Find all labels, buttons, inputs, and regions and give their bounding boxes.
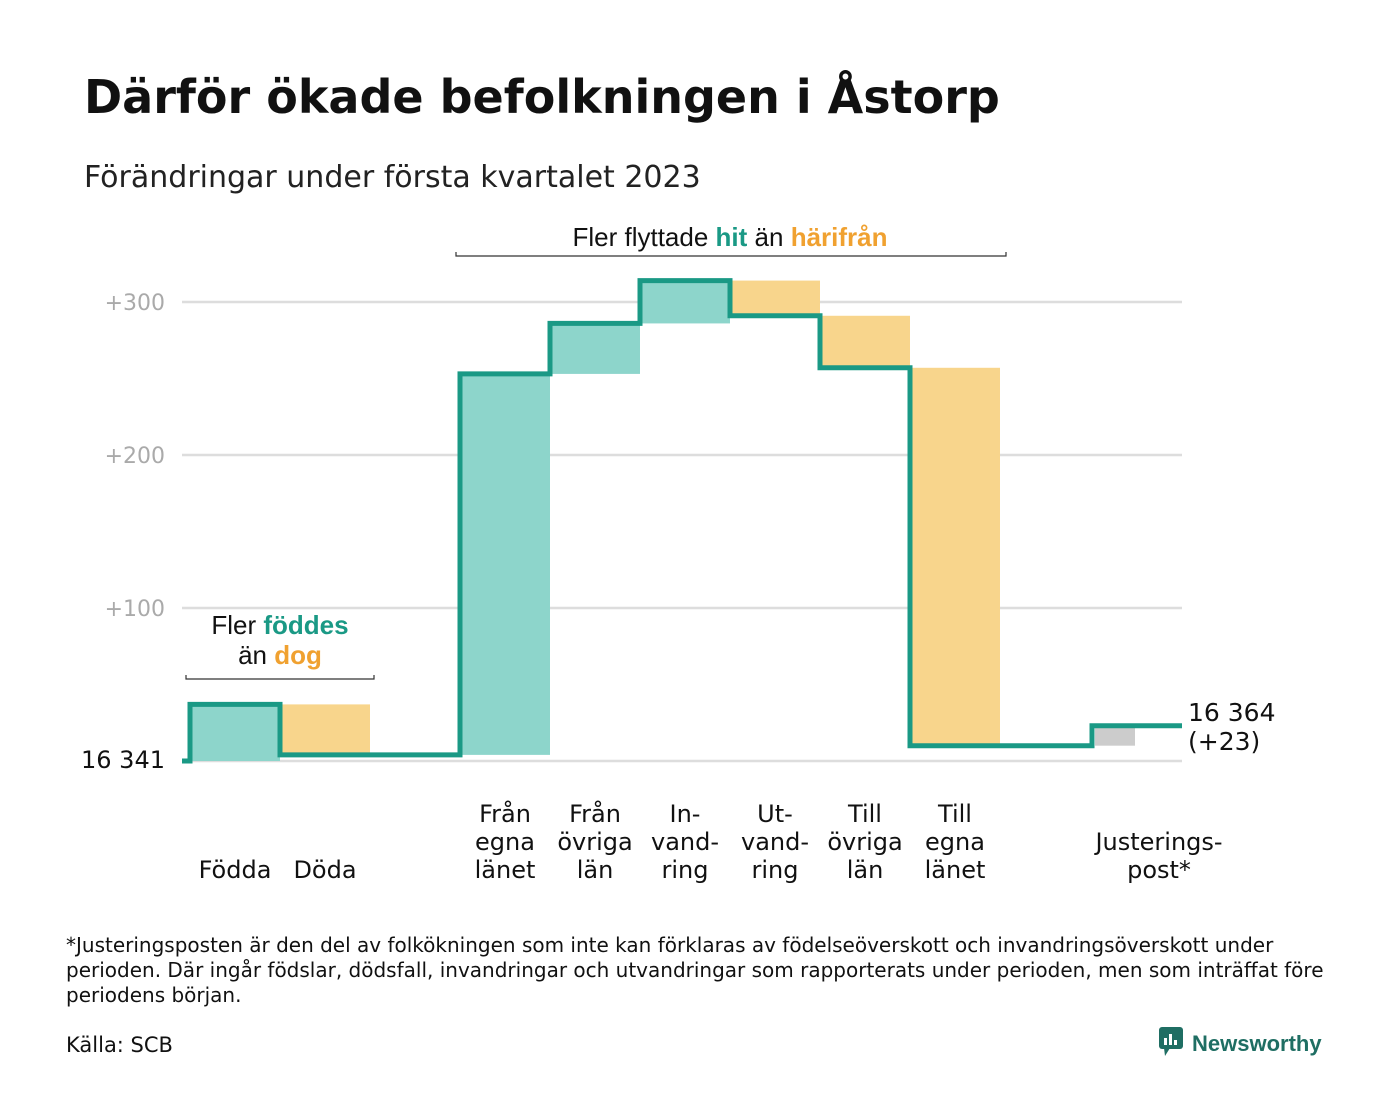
bar-till-övriga-län [820, 315, 910, 368]
annotation-births-line2: än dog [238, 640, 322, 670]
footnote: *Justeringsposten är den del av folkökni… [66, 933, 1324, 1007]
y-tick-label: +100 [105, 597, 165, 622]
category-label: Till [847, 800, 882, 828]
category-label: Från [479, 799, 531, 828]
bar-döda [280, 704, 370, 755]
annotation-migration: Fler flyttade hit än härifrån [572, 222, 887, 252]
bar-justerings-post- [1095, 725, 1135, 746]
category-label: län [577, 856, 614, 884]
category-label: länet [475, 856, 536, 884]
category-label: vand- [741, 828, 809, 856]
bar-till-egna-länet [910, 367, 1000, 746]
annotation-births-bracket [185, 675, 375, 680]
annotation-migration-bracket [455, 252, 1007, 257]
category-label: övriga [557, 828, 632, 856]
category-label: länet [925, 856, 986, 884]
bar-ut-vandring [730, 280, 820, 316]
y-tick-label: +300 [105, 291, 165, 316]
category-label: vand- [651, 828, 719, 856]
source-note: Källa: SCB [66, 1033, 173, 1057]
category-label: Födda [199, 856, 272, 884]
category-label: egna [925, 828, 985, 856]
bar-födda [190, 704, 280, 761]
brand-name: Newsworthy [1192, 1031, 1322, 1056]
bar-från-övriga-län [550, 323, 640, 374]
category-label: Från [569, 799, 621, 828]
category-label: Döda [293, 856, 356, 884]
cumulative-step-line [182, 278, 1182, 764]
category-label: In- [670, 800, 701, 828]
category-label: post* [1127, 856, 1191, 884]
end-value-label: 16 364 [1188, 698, 1275, 727]
bar-från-egna-länet [460, 373, 550, 755]
end-change-label: (+23) [1188, 727, 1260, 756]
category-label: Till [937, 800, 972, 828]
chart-title: Därför ökade befolkningen i Åstorp [84, 70, 1000, 124]
brand-logo: Newsworthy [1158, 1026, 1322, 1062]
category-label: Justerings- [1093, 828, 1222, 856]
category-label: ring [752, 856, 799, 884]
chart-subtitle: Förändringar under första kvartalet 2023 [84, 160, 701, 195]
y-tick-label: +200 [105, 444, 165, 469]
category-label: ring [662, 856, 709, 884]
category-label: Ut- [757, 800, 793, 828]
start-value-label: 16 341 [81, 746, 165, 774]
category-label: egna [475, 828, 535, 856]
newsworthy-logo-icon [1158, 1026, 1184, 1062]
bar-in-vandring [640, 280, 730, 324]
category-label: län [847, 856, 884, 884]
category-label: övriga [827, 828, 902, 856]
annotation-births-line1: Fler föddes [211, 610, 348, 640]
